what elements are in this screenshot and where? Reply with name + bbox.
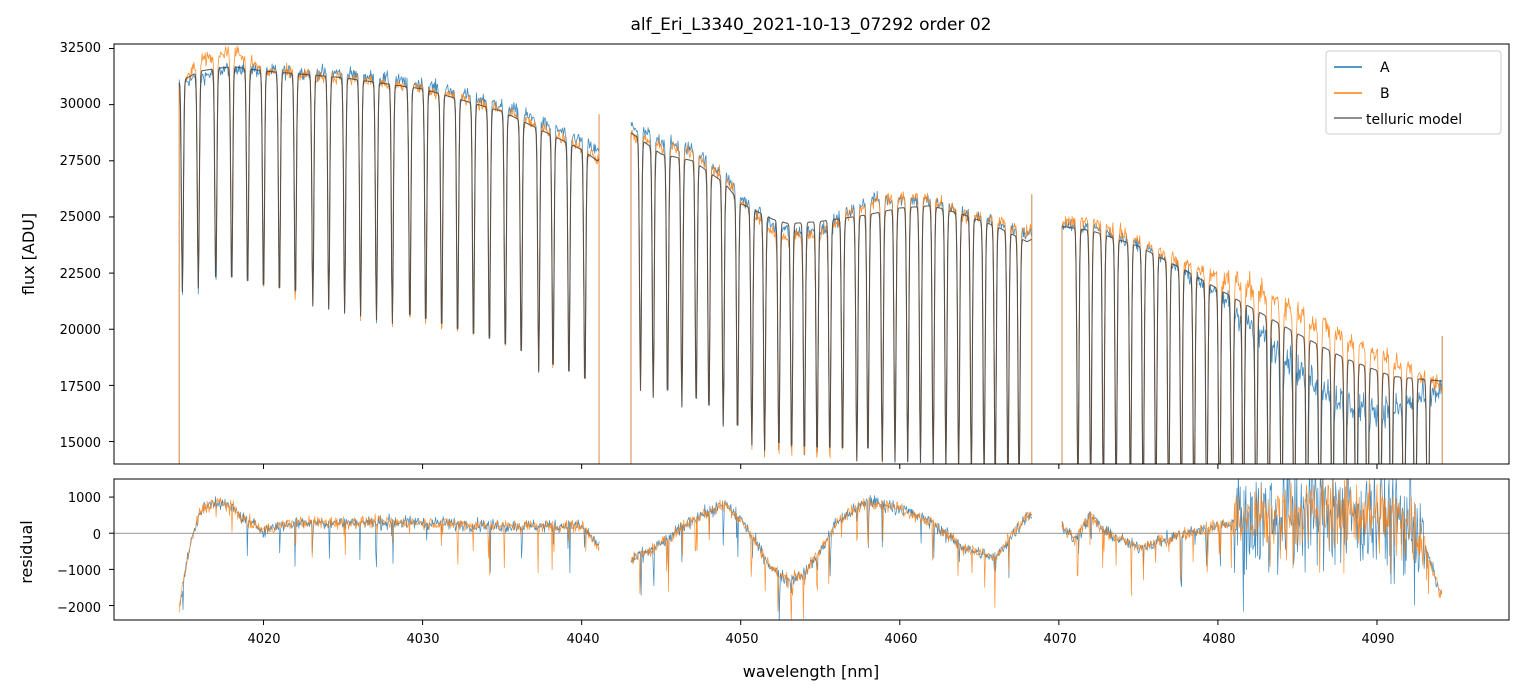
flux-axes: 15000 17500 20000 22500 25000 27500 3000… (19, 41, 1510, 465)
wavelength-xtick-label: 4070 (1043, 632, 1076, 647)
flux-ytick-label: 15000 (60, 436, 101, 451)
chart-title: alf_Eri_L3340_2021-10-13_07292 order 02 (631, 15, 992, 35)
flux-plot-area (178, 45, 1443, 464)
wavelength-xtick-label: 4020 (247, 632, 280, 647)
wavelength-xtick-label: 4030 (406, 632, 439, 647)
residual-y-axis-label: residual (17, 520, 36, 583)
residual-ytick-label: 0 (93, 528, 101, 543)
flux-ytick-label: 17500 (60, 380, 101, 395)
wavelength-xtick-label: 4080 (1202, 632, 1235, 647)
flux-ytick-label: 30000 (60, 97, 101, 112)
wavelength-xtick-label: 4040 (566, 632, 599, 647)
legend-box (1325, 50, 1502, 135)
residual-axes-frame (113, 478, 1510, 621)
residual-axes: −2000 −1000 0 1000 4020 4030 4040 4050 4… (17, 478, 1510, 681)
x-axis-label: wavelength [nm] (743, 662, 880, 681)
residual-y-ticks: −2000 −1000 0 1000 (57, 491, 101, 616)
wavelength-xtick-label: 4090 (1361, 632, 1394, 647)
residual-series-a-line (178, 479, 1443, 620)
residual-series-b-line (178, 479, 1443, 620)
legend-label-a: A (1380, 60, 1390, 76)
flux-ytick-label: 20000 (60, 323, 101, 338)
residual-ytick-label: 1000 (68, 491, 101, 506)
tick-marks (109, 47, 1378, 625)
legend: A B telluric model (1325, 50, 1502, 135)
residual-ytick-label: −1000 (57, 564, 101, 579)
flux-ytick-label: 22500 (60, 267, 101, 282)
wavelength-xtick-label: 4060 (884, 632, 917, 647)
legend-label-telluric: telluric model (1366, 112, 1462, 128)
flux-ytick-label: 27500 (60, 154, 101, 169)
flux-y-axis-label: flux [ADU] (19, 213, 38, 295)
residual-plot-area (114, 479, 1509, 620)
flux-y-ticks: 15000 17500 20000 22500 25000 27500 3000… (60, 41, 101, 451)
residual-ytick-label: −2000 (57, 601, 101, 616)
flux-ytick-label: 25000 (60, 210, 101, 225)
telluric-model-line (178, 66, 1442, 464)
flux-axes-frame (113, 43, 1510, 465)
flux-ytick-label: 32500 (60, 41, 101, 56)
legend-label-b: B (1380, 86, 1390, 102)
wavelength-x-ticks: 4020 4030 4040 4050 4060 4070 4080 4090 (247, 632, 1394, 647)
wavelength-xtick-label: 4050 (725, 632, 758, 647)
